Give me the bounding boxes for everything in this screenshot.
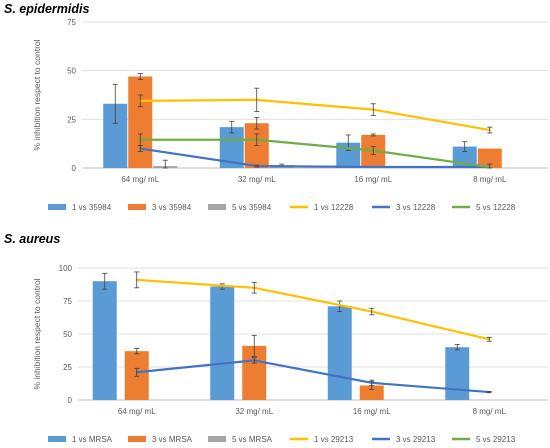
legend-label: 5 vs 29213: [476, 435, 516, 444]
legend-label: 5 vs MRSA: [232, 435, 273, 444]
y-tick-label: 75: [63, 297, 72, 306]
legend-swatch: [128, 204, 146, 210]
legend-swatch: [48, 436, 66, 442]
y-axis-label: % inhibition respect to control: [32, 39, 42, 150]
bar: [477, 148, 502, 168]
series-line: [135, 278, 491, 341]
legend-label: 1 vs 12228: [314, 203, 354, 212]
chart-panel-epidermidis: S. epidermidis 0 25 50 75 % inhibition respe…: [4, 2, 548, 212]
y-tick-label: 25: [67, 115, 76, 124]
legend-label: 3 vs 29213: [396, 435, 436, 444]
bar: [327, 306, 352, 400]
y-tick-label: 0: [68, 396, 73, 405]
bar: [128, 76, 153, 168]
x-tick-label: 32 mg/ mL: [235, 407, 273, 416]
legend-label: 1 vs MRSA: [72, 435, 113, 444]
y-tick-label: 25: [63, 363, 72, 372]
x-tick-label: 64 mg/ mL: [118, 407, 156, 416]
x-tick-label: 16 mg/ mL: [354, 175, 392, 184]
chart-svg: 0 25 50 75 100 % inhibition respect to contro…: [32, 264, 548, 444]
y-tick-label: 50: [63, 330, 72, 339]
bar: [359, 385, 384, 400]
series-line: [139, 147, 491, 169]
legend-label: 1 vs 35984: [72, 203, 112, 212]
bar: [92, 281, 117, 400]
y-axis-label: % inhibition respect to control: [32, 278, 42, 389]
bar: [445, 347, 470, 400]
y-tick-label: 0: [72, 164, 77, 173]
chart-title: S. aureus: [4, 232, 61, 246]
chart-svg: 0 25 50 75 % inhibition respect to control 64…: [32, 18, 548, 212]
y-tick-label: 50: [67, 67, 76, 76]
legend-label: 1 vs 29213: [314, 435, 354, 444]
legend-swatch: [208, 436, 226, 442]
legend-label: 3 vs MRSA: [152, 435, 193, 444]
x-tick-label: 16 mg/ mL: [353, 407, 391, 416]
series-line: [135, 359, 491, 394]
x-tick-label: 32 mg/ mL: [238, 175, 276, 184]
x-tick-label: 8 mg/ mL: [473, 175, 507, 184]
legend-swatch: [48, 204, 66, 210]
chart-title: S. epidermidis: [4, 2, 90, 16]
chart-panel-aureus: S. aureus 0 25 50 75 100 % inhibition respect…: [0, 224, 550, 448]
y-tick-label: 100: [59, 264, 73, 273]
legend-swatch: [208, 204, 226, 210]
series-line: [139, 138, 491, 169]
legend-swatch: [128, 436, 146, 442]
x-tick-label: 8 mg/ mL: [473, 407, 507, 416]
y-tick-label: 75: [67, 18, 76, 27]
legend-label: 3 vs 35984: [152, 203, 192, 212]
x-tick-label: 64 mg/ mL: [121, 175, 159, 184]
legend-label: 3 vs 12228: [396, 203, 436, 212]
legend-label: 5 vs 35984: [232, 203, 272, 212]
bar: [210, 286, 235, 400]
legend-label: 5 vs 12228: [476, 203, 516, 212]
series-line: [139, 98, 491, 132]
